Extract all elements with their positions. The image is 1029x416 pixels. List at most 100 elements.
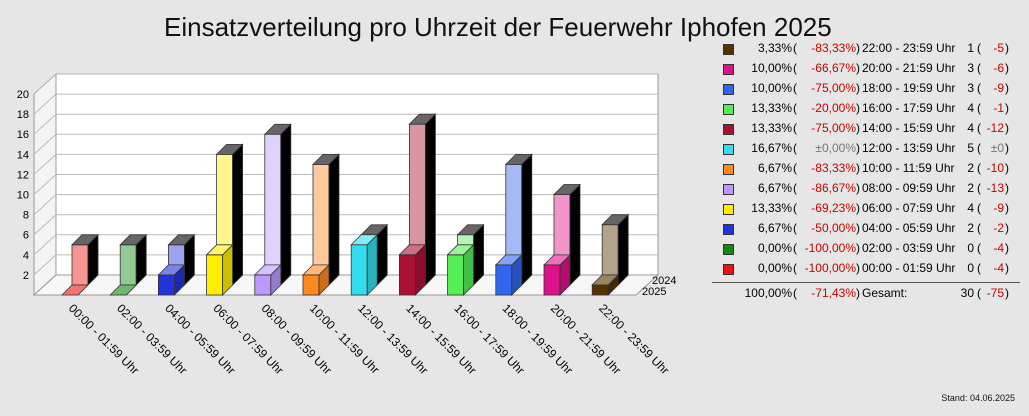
legend-swatch bbox=[723, 184, 734, 195]
legend-change: ±0,00% bbox=[815, 141, 856, 155]
legend-pct: 6,67% bbox=[757, 221, 792, 235]
legend-time-range: 08:00 - 09:59 Uhr bbox=[862, 181, 956, 195]
legend-diff: -4 bbox=[993, 241, 1004, 255]
bar-2025-top bbox=[398, 244, 427, 256]
series-label-2025: 2025 bbox=[642, 286, 666, 298]
legend-pct: 10,00% bbox=[751, 81, 792, 95]
gridline bbox=[33, 113, 658, 135]
legend-paren: ) bbox=[856, 241, 860, 255]
total-paren-open-2: ( bbox=[977, 286, 981, 300]
legend-paren: ) bbox=[856, 141, 860, 155]
legend-row: 13,33%(-69,23%) 06:00 - 07:59 Uhr 4(-9) bbox=[718, 198, 1018, 218]
bar-2024-front bbox=[119, 244, 137, 286]
bar-2025-top bbox=[446, 244, 475, 256]
legend-paren: ) bbox=[1005, 41, 1009, 55]
y-tick-label: 10 bbox=[17, 190, 29, 202]
bar-2024-top bbox=[167, 234, 196, 246]
legend-swatch bbox=[723, 104, 734, 115]
legend-count: 1 bbox=[967, 41, 974, 55]
legend-table: 3,33%(-83,33%) 22:00 - 23:59 Uhr 1(-5) 10,0… bbox=[718, 38, 1018, 278]
bar-2024-top bbox=[456, 224, 485, 236]
legend-change: -83,33% bbox=[811, 161, 856, 175]
legend-diff: -1 bbox=[993, 101, 1004, 115]
legend-pct: 13,33% bbox=[751, 201, 792, 215]
bar-2024-side bbox=[617, 213, 629, 286]
legend-paren: ) bbox=[1005, 101, 1009, 115]
legend-pct: 13,33% bbox=[751, 121, 792, 135]
total-paren-close-2: ) bbox=[1005, 286, 1009, 300]
legend-pct: 3,33% bbox=[757, 41, 792, 55]
bar-2024-top bbox=[408, 113, 437, 125]
legend-change: -66,67% bbox=[811, 61, 856, 75]
legend-change: -75,00% bbox=[811, 81, 856, 95]
bar-2025-top bbox=[543, 254, 571, 266]
legend-paren: ) bbox=[856, 181, 860, 195]
legend-change: -100,00% bbox=[804, 261, 856, 275]
legend-paren: ) bbox=[856, 261, 860, 275]
bar-2025-front bbox=[398, 254, 416, 296]
gridline bbox=[33, 194, 658, 215]
y-tick-label: 12 bbox=[17, 169, 29, 181]
legend-swatch bbox=[723, 124, 734, 135]
legend-paren: ( bbox=[977, 221, 981, 235]
legend-paren: ) bbox=[856, 61, 860, 75]
y-tick-label: 14 bbox=[17, 149, 29, 161]
legend-diff: -6 bbox=[993, 61, 1004, 75]
legend-paren: ( bbox=[977, 121, 981, 135]
legend-paren: ) bbox=[1005, 121, 1009, 135]
legend-paren: ( bbox=[793, 261, 797, 275]
legend-count: 2 bbox=[967, 161, 974, 175]
legend-count: 0 bbox=[967, 241, 974, 255]
legend-count: 3 bbox=[967, 81, 974, 95]
legend-time-range: 20:00 - 21:59 Uhr bbox=[862, 61, 956, 75]
legend-paren: ( bbox=[793, 181, 797, 195]
legend-pct: 13,33% bbox=[751, 101, 792, 115]
y-tick-label: 6 bbox=[23, 230, 29, 242]
legend-paren: ) bbox=[1005, 81, 1009, 95]
legend-paren: ( bbox=[977, 81, 981, 95]
legend-time-range: 06:00 - 07:59 Uhr bbox=[862, 201, 956, 215]
gridline bbox=[33, 73, 658, 95]
legend-row: 0,00%(-100,00%) 00:00 - 01:59 Uhr 0(-4) bbox=[718, 258, 1018, 278]
legend-count: 4 bbox=[967, 101, 974, 115]
legend-paren: ) bbox=[856, 221, 860, 235]
legend-time-range: 04:00 - 05:59 Uhr bbox=[862, 221, 956, 235]
bar-2024-top bbox=[263, 123, 292, 135]
bar-2024-top bbox=[312, 153, 340, 165]
legend-pct: 16,67% bbox=[751, 141, 792, 155]
bar-2024-top bbox=[119, 234, 148, 246]
total-change: -71,43% bbox=[811, 286, 856, 300]
total-diff: -75 bbox=[986, 286, 1004, 300]
bar-2025-top bbox=[61, 284, 89, 296]
legend-change: -75,00% bbox=[811, 121, 856, 135]
bar-2024 bbox=[263, 123, 292, 286]
legend-row: 13,33%(-75,00%) 14:00 - 15:59 Uhr 4(-12) bbox=[718, 118, 1018, 138]
legend-paren: ( bbox=[793, 81, 797, 95]
legend-diff: -10 bbox=[986, 161, 1004, 175]
legend-paren: ( bbox=[977, 181, 981, 195]
bar-2024-side bbox=[569, 183, 581, 286]
y-tick-label: 16 bbox=[17, 129, 29, 141]
bar-2025-front bbox=[206, 254, 224, 296]
bar-2025 bbox=[591, 273, 620, 296]
legend-change: -86,67% bbox=[811, 181, 856, 195]
bar-2025-front bbox=[157, 274, 175, 296]
legend-row: 3,33%(-83,33%) 22:00 - 23:59 Uhr 1(-5) bbox=[718, 38, 1018, 58]
legend-swatch bbox=[723, 204, 734, 215]
legend-paren: ( bbox=[793, 101, 797, 115]
chart-title: Einsatzverteilung pro Uhrzeit der Feuerw… bbox=[164, 12, 832, 42]
legend-paren: ) bbox=[1005, 221, 1009, 235]
legend-row: 0,00%(-100,00%) 02:00 - 03:59 Uhr 0(-4) bbox=[718, 238, 1018, 258]
legend-paren: ) bbox=[1005, 261, 1009, 275]
legend-time-range: 18:00 - 19:59 Uhr bbox=[862, 81, 956, 95]
gridline bbox=[33, 93, 658, 115]
bar-2024 bbox=[119, 233, 148, 286]
legend-paren: ( bbox=[977, 141, 981, 155]
bar-2025-front bbox=[543, 264, 561, 296]
bar-2025 bbox=[61, 284, 89, 296]
legend-diff: -9 bbox=[993, 81, 1004, 95]
bar-2024-side bbox=[521, 153, 533, 286]
bar-2025-front bbox=[447, 254, 465, 296]
legend-row: 10,00%(-75,00%) 18:00 - 19:59 Uhr 3(-9) bbox=[718, 78, 1018, 98]
bar-2024 bbox=[601, 213, 630, 286]
